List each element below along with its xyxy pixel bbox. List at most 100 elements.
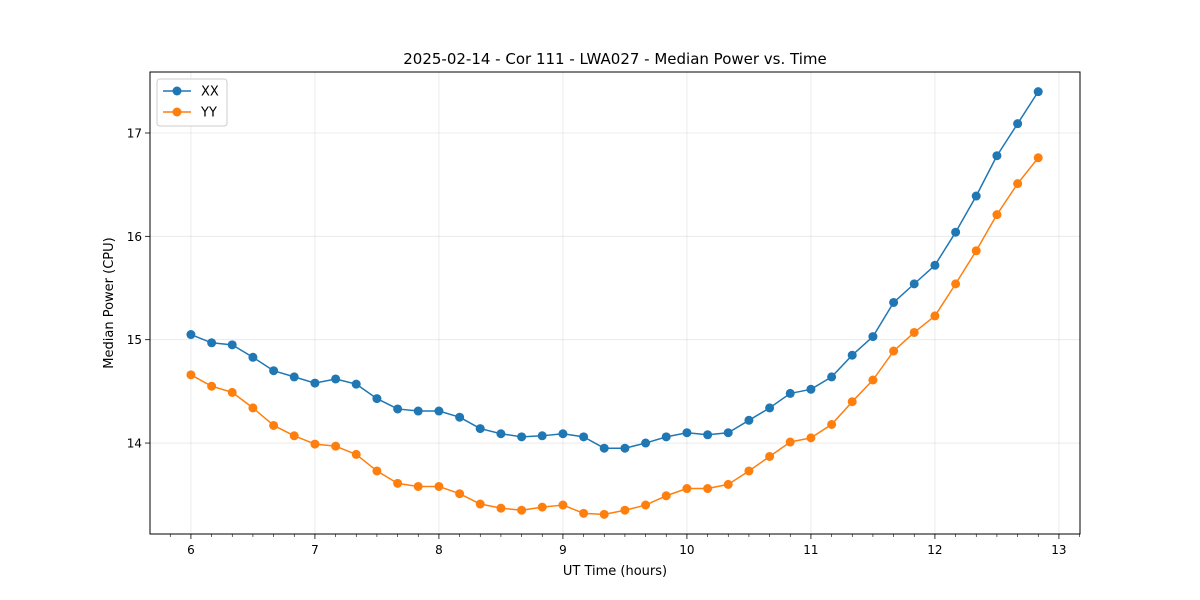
data-point-yy	[475, 499, 485, 509]
x-tick-label: 7	[311, 543, 319, 557]
data-point-yy	[971, 246, 981, 256]
legend-label-yy: YY	[200, 106, 217, 121]
x-tick-label: 13	[1051, 543, 1066, 557]
data-point-xx	[785, 388, 795, 398]
legend-marker-yy	[172, 107, 182, 117]
data-point-xx	[289, 372, 299, 382]
data-point-yy	[951, 279, 961, 289]
data-point-yy	[682, 484, 692, 494]
data-point-xx	[806, 384, 816, 394]
data-point-yy	[227, 387, 237, 397]
data-point-yy	[413, 481, 423, 491]
data-point-xx	[186, 330, 196, 340]
x-tick-label: 6	[187, 543, 195, 557]
data-point-yy	[909, 327, 919, 337]
data-point-yy	[599, 509, 609, 519]
legend-marker-xx	[172, 86, 182, 96]
y-axis-label: Median Power (CPU)	[102, 237, 117, 368]
grid	[150, 72, 1080, 534]
data-point-xx	[227, 340, 237, 350]
data-point-yy	[434, 481, 444, 491]
data-point-yy	[455, 489, 465, 499]
x-tick-label: 8	[435, 543, 443, 557]
data-point-yy	[889, 346, 899, 356]
y-tick-label: 14	[127, 437, 142, 451]
data-point-yy	[372, 466, 382, 476]
plot-frame	[149, 71, 1081, 535]
data-point-xx	[661, 432, 671, 442]
data-point-yy	[930, 311, 940, 321]
legend: XX YY	[156, 78, 228, 127]
data-point-yy	[992, 210, 1002, 220]
data-point-xx	[1033, 87, 1043, 97]
data-point-xx	[496, 429, 506, 439]
data-point-xx	[599, 443, 609, 453]
data-point-yy	[765, 451, 775, 461]
data-point-yy	[496, 503, 506, 513]
data-point-yy	[827, 419, 837, 429]
data-point-xx	[744, 415, 754, 425]
data-point-xx	[765, 403, 775, 413]
data-point-yy	[868, 375, 878, 385]
data-point-xx	[703, 430, 713, 440]
x-tick-label: 9	[559, 543, 567, 557]
data-point-yy	[351, 449, 361, 459]
data-point-xx	[847, 350, 857, 360]
data-point-xx	[248, 352, 258, 362]
data-point-xx	[827, 372, 837, 382]
data-point-xx	[331, 374, 341, 384]
y-tick-label: 15	[127, 333, 142, 347]
data-point-xx	[207, 338, 217, 348]
data-point-yy	[517, 505, 527, 515]
data-point-yy	[186, 370, 196, 380]
series-yy	[186, 153, 1043, 519]
data-point-yy	[331, 441, 341, 451]
data-point-xx	[537, 431, 547, 441]
data-point-xx	[475, 424, 485, 434]
data-point-xx	[889, 297, 899, 307]
y-tick-label: 17	[127, 126, 142, 140]
data-point-xx	[372, 394, 382, 404]
data-point-yy	[248, 403, 258, 413]
data-point-yy	[1013, 179, 1023, 189]
data-point-yy	[310, 439, 320, 449]
x-tick-label: 10	[679, 543, 694, 557]
data-point-xx	[868, 332, 878, 342]
data-point-xx	[1013, 119, 1023, 129]
axis-ticks: 6 7 8 9 10 11 12 13 14 15 16 17	[127, 126, 1080, 557]
data-point-yy	[703, 484, 713, 494]
data-point-xx	[269, 366, 279, 376]
series-layer	[186, 87, 1043, 519]
data-point-xx	[930, 260, 940, 270]
data-point-yy	[1033, 153, 1043, 163]
series-xx	[186, 87, 1043, 453]
data-point-xx	[620, 443, 630, 453]
data-point-xx	[393, 404, 403, 414]
data-point-yy	[641, 500, 651, 510]
data-point-xx	[909, 279, 919, 289]
data-point-xx	[723, 428, 733, 438]
data-point-yy	[661, 491, 671, 501]
x-tick-label: 11	[803, 543, 818, 557]
data-point-xx	[641, 438, 651, 448]
data-point-xx	[351, 379, 361, 389]
data-point-yy	[289, 431, 299, 441]
data-point-yy	[744, 466, 754, 476]
x-tick-label: 12	[927, 543, 942, 557]
data-point-xx	[951, 227, 961, 237]
legend-label-xx: XX	[201, 85, 219, 100]
data-point-xx	[310, 378, 320, 388]
data-point-yy	[207, 381, 217, 391]
data-point-yy	[558, 500, 568, 510]
data-point-xx	[455, 412, 465, 422]
data-point-xx	[579, 432, 589, 442]
data-point-yy	[393, 478, 403, 488]
data-point-yy	[269, 420, 279, 430]
data-point-yy	[785, 437, 795, 447]
data-point-yy	[537, 502, 547, 512]
data-point-xx	[413, 406, 423, 416]
data-point-yy	[806, 433, 816, 443]
x-axis-label: UT Time (hours)	[563, 564, 667, 579]
data-point-xx	[558, 429, 568, 439]
